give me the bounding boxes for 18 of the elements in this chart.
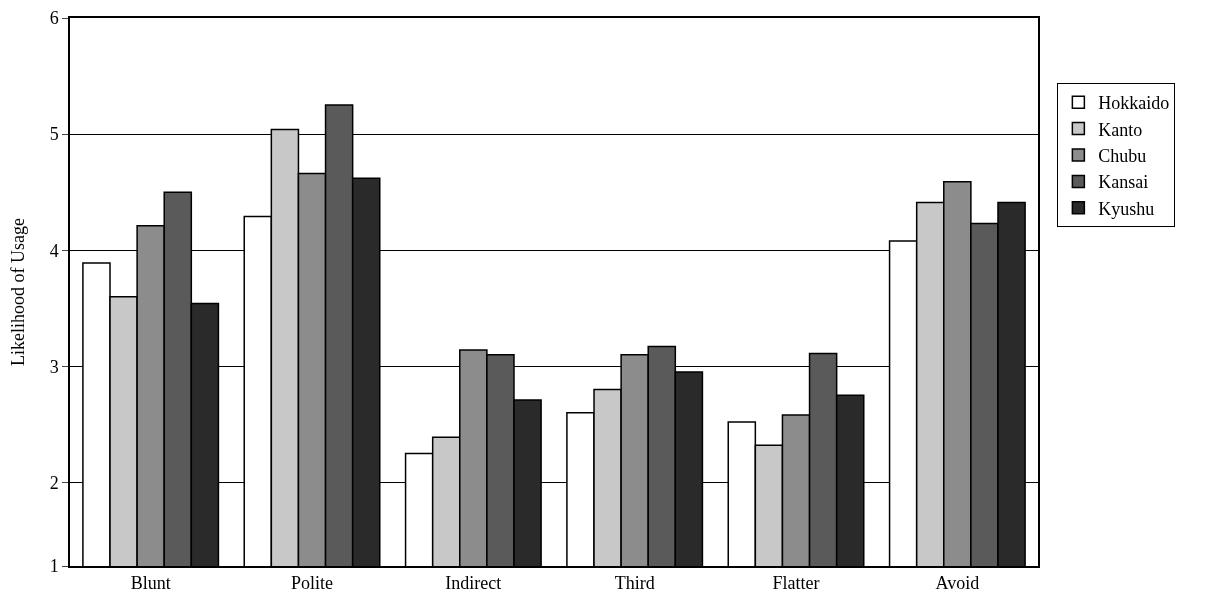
y-tick-label: 1 [49, 556, 59, 577]
y-tick-label: 3 [49, 356, 59, 377]
y-axis-title: Likelihood of Usage [7, 218, 28, 366]
x-tick-label: Polite [290, 573, 334, 594]
y-tick-label: 6 [49, 8, 59, 29]
legend-label: Kansai [1098, 172, 1149, 193]
y-tick-label: 4 [49, 240, 59, 261]
legend-label: Kanto [1098, 119, 1143, 140]
legend-label: Chubu [1098, 146, 1147, 167]
x-tick-label: Flatter [772, 573, 820, 594]
x-tick-label: Third [614, 573, 655, 594]
y-tick-label: 2 [49, 472, 59, 493]
legend-label: Kyushu [1098, 198, 1155, 219]
x-tick-label: Blunt [130, 573, 171, 594]
x-tick-label: Avoid [935, 573, 980, 594]
y-tick-label: 5 [49, 124, 59, 145]
x-tick-label: Indirect [445, 573, 502, 594]
legend-label: Hokkaido [1098, 93, 1170, 114]
